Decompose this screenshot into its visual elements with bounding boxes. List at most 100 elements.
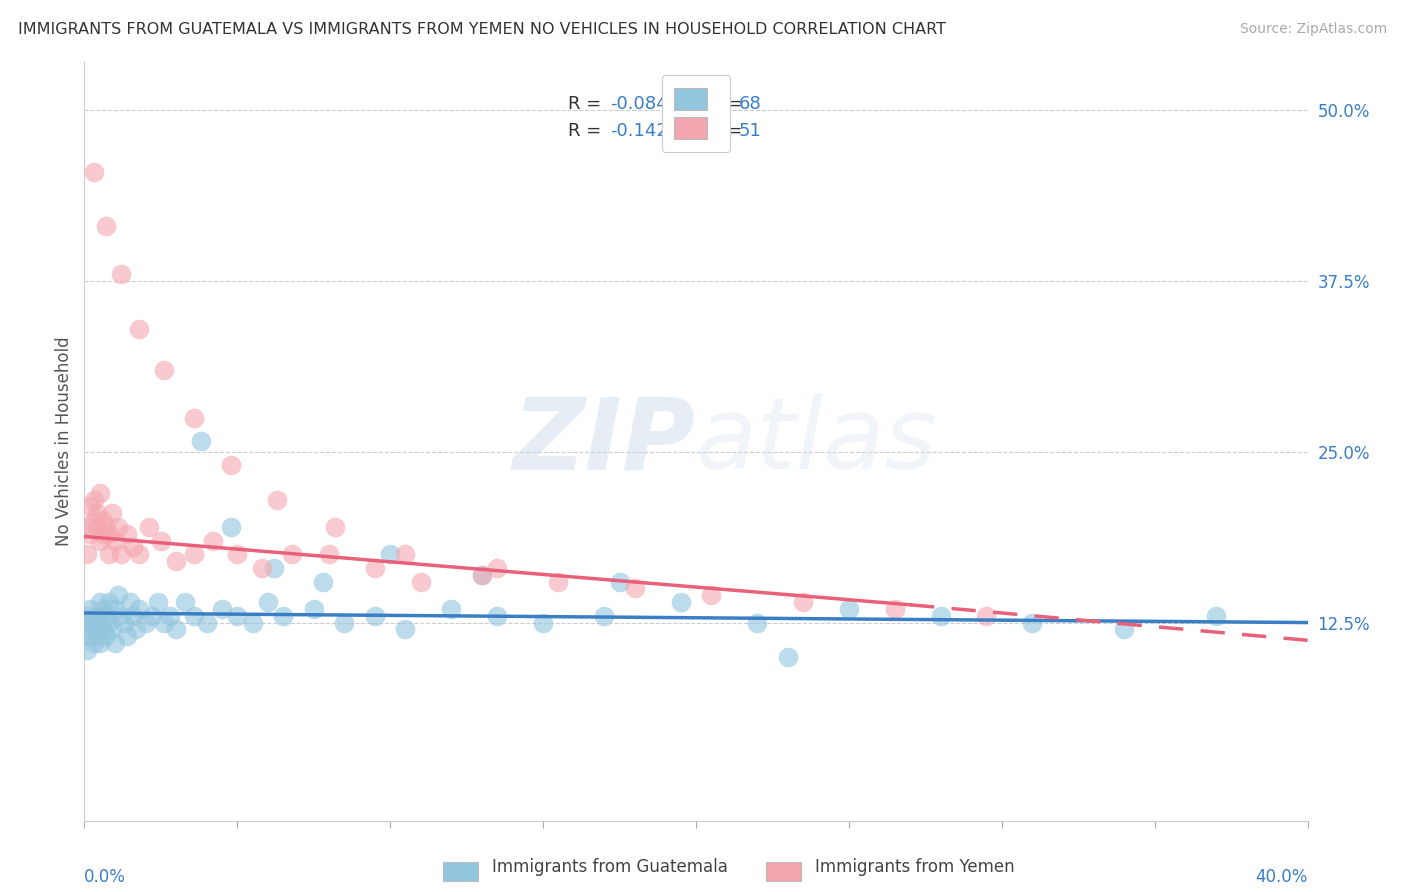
- Point: [440, 602, 463, 616]
- Y-axis label: No Vehicles in Household: No Vehicles in Household: [55, 336, 73, 547]
- Point: [226, 608, 249, 623]
- Point: [91, 623, 114, 637]
- Point: [747, 615, 769, 630]
- Point: [165, 554, 187, 568]
- Point: [83, 513, 105, 527]
- Text: R =: R =: [568, 95, 606, 113]
- Point: [318, 547, 340, 561]
- Point: [174, 595, 197, 609]
- Point: [146, 595, 169, 609]
- Point: [190, 434, 212, 448]
- Point: [79, 629, 101, 643]
- Point: [531, 615, 554, 630]
- Text: 0.0%: 0.0%: [84, 869, 127, 887]
- Point: [76, 520, 98, 534]
- Point: [364, 608, 387, 623]
- Point: [364, 561, 387, 575]
- Legend: , : ,: [662, 75, 730, 152]
- Point: [776, 649, 799, 664]
- Point: [76, 608, 98, 623]
- Point: [138, 520, 160, 534]
- Point: [128, 602, 150, 616]
- Point: [593, 608, 616, 623]
- Point: [211, 602, 233, 616]
- Point: [83, 492, 105, 507]
- Point: [312, 574, 335, 589]
- Text: ZIP: ZIP: [513, 393, 696, 490]
- Point: [83, 636, 105, 650]
- Point: [883, 602, 905, 616]
- Point: [380, 547, 402, 561]
- Point: [976, 608, 998, 623]
- Point: [302, 602, 325, 616]
- Point: [135, 615, 157, 630]
- Text: -0.142: -0.142: [610, 121, 668, 140]
- Point: [669, 595, 692, 609]
- Point: [101, 623, 124, 637]
- Point: [271, 608, 294, 623]
- Point: [83, 165, 105, 179]
- Point: [250, 561, 273, 575]
- Point: [97, 595, 120, 609]
- Point: [122, 541, 145, 555]
- Point: [104, 636, 127, 650]
- Point: [195, 615, 218, 630]
- Point: [128, 322, 150, 336]
- Point: [263, 561, 285, 575]
- Point: [838, 602, 860, 616]
- Point: [91, 526, 114, 541]
- Point: [107, 520, 129, 534]
- Point: [104, 602, 127, 616]
- Text: 40.0%: 40.0%: [1256, 869, 1308, 887]
- Point: [97, 615, 120, 630]
- Point: [153, 615, 176, 630]
- Point: [165, 623, 187, 637]
- Point: [409, 574, 432, 589]
- Text: Immigrants from Yemen: Immigrants from Yemen: [815, 858, 1015, 876]
- Point: [281, 547, 304, 561]
- Point: [97, 547, 120, 561]
- Point: [394, 623, 416, 637]
- Point: [201, 533, 224, 548]
- Point: [122, 608, 145, 623]
- Point: [471, 567, 494, 582]
- Point: [1205, 608, 1227, 623]
- Point: [101, 506, 124, 520]
- Point: [149, 533, 172, 548]
- Text: N =: N =: [709, 121, 748, 140]
- Point: [94, 520, 117, 534]
- Point: [91, 513, 114, 527]
- Point: [107, 588, 129, 602]
- Text: 51: 51: [738, 121, 762, 140]
- Point: [94, 629, 117, 643]
- Point: [94, 608, 117, 623]
- Point: [486, 561, 509, 575]
- Point: [115, 629, 138, 643]
- Point: [83, 615, 105, 630]
- Point: [183, 547, 205, 561]
- Point: [547, 574, 569, 589]
- Point: [112, 615, 135, 630]
- Point: [76, 629, 98, 643]
- Point: [125, 623, 148, 637]
- Point: [1021, 615, 1043, 630]
- Point: [141, 608, 163, 623]
- Point: [91, 602, 114, 616]
- Point: [128, 547, 150, 561]
- Point: [89, 615, 111, 630]
- Point: [76, 547, 98, 561]
- Point: [1114, 623, 1136, 637]
- Point: [104, 533, 127, 548]
- Text: R =: R =: [568, 121, 612, 140]
- Point: [266, 492, 288, 507]
- Point: [159, 608, 181, 623]
- Point: [110, 267, 132, 281]
- Text: N =: N =: [709, 95, 748, 113]
- Point: [471, 567, 494, 582]
- Point: [110, 547, 132, 561]
- Point: [86, 608, 108, 623]
- Point: [89, 595, 111, 609]
- Text: 68: 68: [738, 95, 762, 113]
- Point: [89, 485, 111, 500]
- Point: [226, 547, 249, 561]
